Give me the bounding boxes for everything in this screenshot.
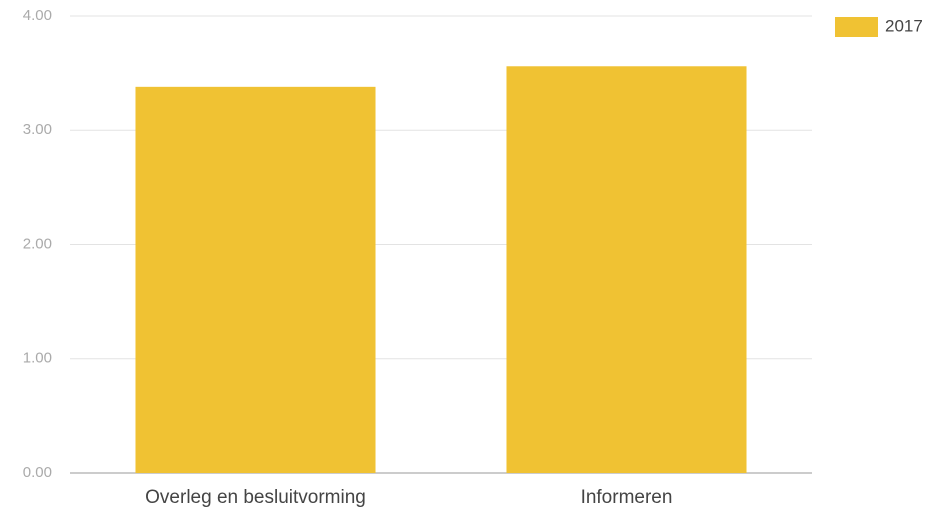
y-tick-label: 1.00 (23, 350, 52, 367)
y-tick-label: 4.00 (23, 7, 52, 24)
y-tick-label: 3.00 (23, 121, 52, 138)
bar (506, 66, 747, 474)
x-tick-label: Overleg en besluitvorming (145, 487, 366, 508)
legend-label: 2017 (885, 16, 923, 35)
bar (135, 86, 376, 474)
y-tick-label: 0.00 (23, 464, 52, 481)
y-tick-label: 2.00 (23, 235, 52, 252)
legend-swatch (835, 17, 878, 37)
x-tick-label: Informeren (581, 487, 673, 508)
